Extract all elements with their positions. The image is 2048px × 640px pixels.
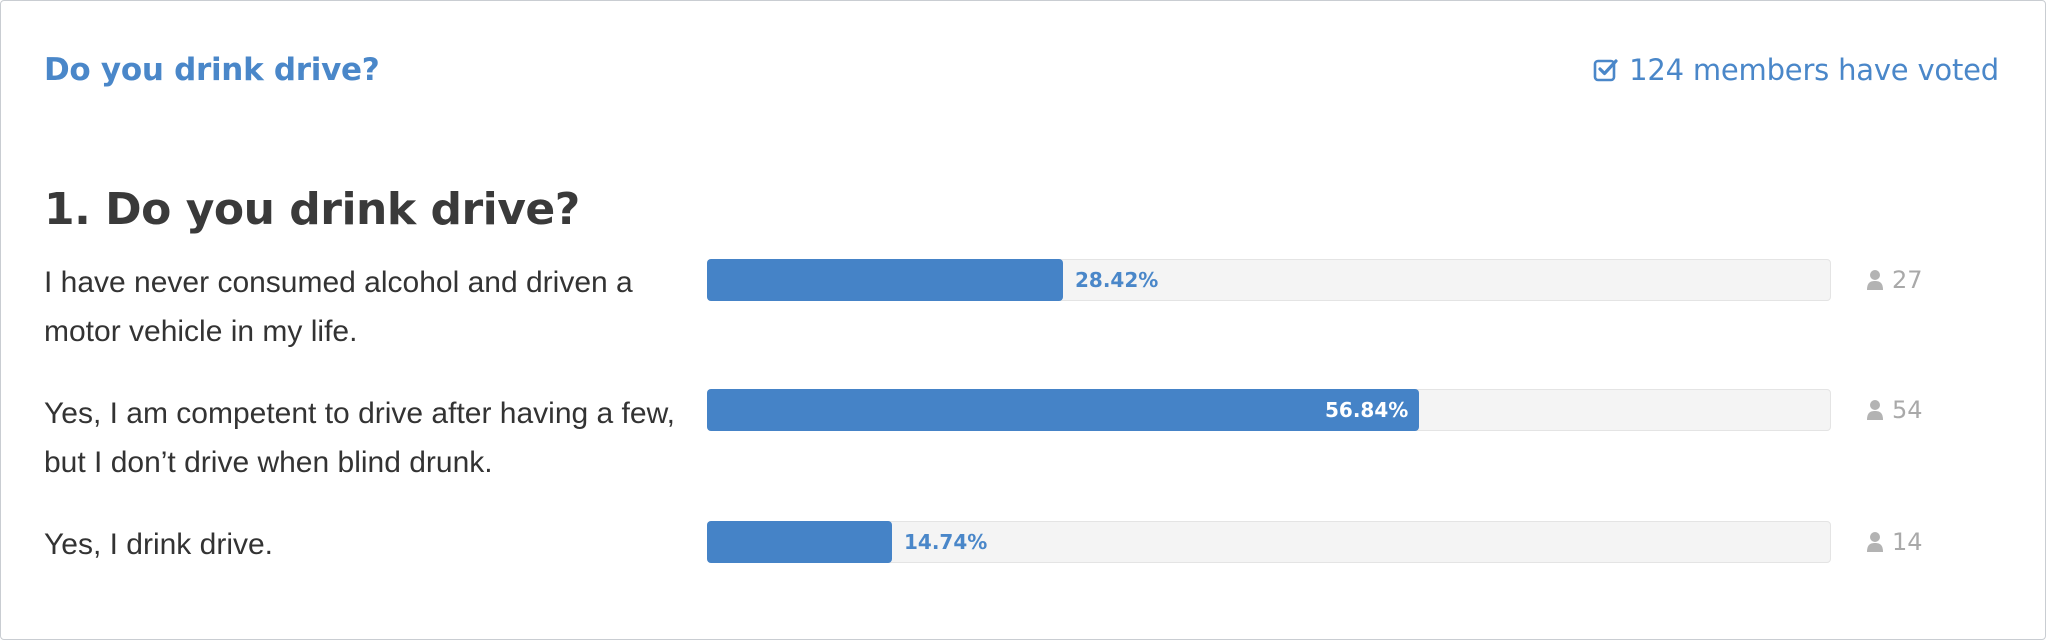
- voted-count: 124 members have voted: [1593, 53, 1999, 87]
- voted-text: 124 members have voted: [1629, 53, 1999, 87]
- vote-count-text: 14: [1892, 528, 1923, 556]
- option-label: Yes, I drink drive.: [44, 528, 273, 561]
- check-square-icon: [1593, 59, 1618, 82]
- result-percent: 28.42%: [1075, 268, 1159, 292]
- option-label: Yes, I am competent to drive after havin…: [44, 397, 675, 479]
- poll-title[interactable]: Do you drink drive?: [44, 52, 380, 88]
- result-bar-fill: [707, 259, 1063, 301]
- vote-count[interactable]: 27: [1866, 259, 1923, 301]
- vote-count-text: 54: [1892, 396, 1923, 424]
- user-icon: [1867, 400, 1883, 420]
- poll-header: Do you drink drive? 124 members have vot…: [44, 46, 1999, 94]
- result-bar-track: 14.74%: [707, 521, 1831, 563]
- result-bar-track: 28.42%: [707, 259, 1831, 301]
- user-icon: [1867, 532, 1883, 552]
- result-bar-track: 56.84%: [707, 389, 1831, 431]
- vote-count[interactable]: 54: [1866, 389, 1923, 431]
- vote-count-text: 27: [1892, 266, 1923, 294]
- result-bar-fill: [707, 389, 1419, 431]
- result-percent: 56.84%: [1325, 398, 1409, 422]
- result-bar-fill: [707, 521, 892, 563]
- option-label: I have never consumed alcohol and driven…: [44, 266, 633, 348]
- result-percent: 14.74%: [904, 530, 988, 554]
- user-icon: [1867, 270, 1883, 290]
- question-title: 1. Do you drink drive?: [44, 184, 580, 235]
- vote-count[interactable]: 14: [1866, 521, 1923, 563]
